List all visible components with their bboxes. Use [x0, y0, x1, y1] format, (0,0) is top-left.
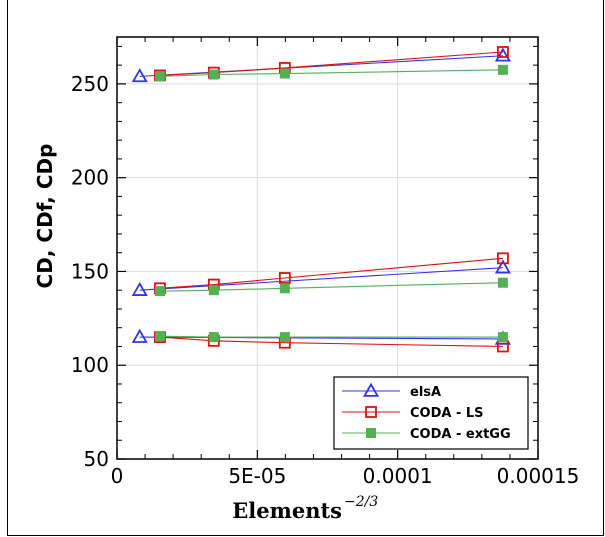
data-point: [154, 286, 165, 297]
data-point: [494, 259, 511, 274]
data-point: [208, 332, 219, 343]
grid: [117, 37, 538, 459]
data-point: [497, 277, 508, 288]
series-coda-ls: [154, 46, 509, 353]
data-point: [279, 283, 290, 294]
legend-marker: [362, 382, 380, 397]
series-line: [159, 282, 503, 292]
data-point: [278, 272, 291, 284]
series-elsa: [131, 47, 511, 345]
x-axis-label-exponent: −2/3: [344, 494, 378, 510]
series-coda-extgg: [154, 64, 508, 343]
data-point: [154, 71, 165, 82]
y-tick-label: 100: [71, 353, 109, 377]
figure-frame: [7, 0, 604, 536]
y-tick-label: 250: [71, 72, 109, 96]
series-line: [159, 257, 503, 289]
x-tick-label: 0: [111, 464, 124, 488]
legend-entry: CODA - LS: [342, 406, 484, 421]
data-point: [497, 64, 508, 75]
legend: elsA CODA - LS CODA - extGG: [333, 376, 529, 450]
plot-area-border: [116, 36, 539, 460]
data-point: [208, 69, 219, 80]
data-point: [497, 46, 509, 58]
legend-marker: [365, 406, 377, 418]
series-line: [159, 69, 503, 77]
x-axis-label: Elements: [232, 498, 342, 523]
legend-label: CODA - extGG: [410, 427, 511, 442]
data-point: [131, 281, 148, 296]
data-point: [494, 47, 511, 62]
y-axis-label: CD, CDf, CDp: [33, 144, 57, 289]
data-point: [279, 68, 290, 79]
legend-label: elsA: [410, 385, 441, 400]
x-tick-label: 0.00015: [497, 464, 580, 488]
series-line: [139, 267, 503, 291]
x-tick-label: 5E-05: [228, 464, 286, 488]
data-point: [131, 328, 148, 343]
data-point: [497, 252, 509, 265]
data-point: [208, 285, 219, 296]
series-line: [159, 335, 503, 338]
series-line: [159, 51, 503, 76]
series-layer: [131, 46, 511, 353]
legend-label: CODA - LS: [410, 406, 484, 421]
legend-entry: CODA - extGG: [342, 427, 511, 442]
x-tick-label: 0.0001: [363, 464, 433, 488]
legend-marker: [366, 428, 376, 438]
data-point: [279, 332, 290, 343]
y-tick-label: 50: [84, 447, 109, 471]
data-point: [497, 332, 508, 343]
y-tick-label: 150: [71, 259, 109, 283]
data-point: [131, 68, 148, 83]
data-point: [154, 331, 165, 342]
legend-entry: elsA: [342, 382, 441, 400]
series-line: [159, 336, 503, 348]
y-tick-label: 200: [71, 166, 109, 190]
ticks: 0 5E-05 0.0001 0.00015 50 100 150 200 250: [71, 37, 580, 488]
